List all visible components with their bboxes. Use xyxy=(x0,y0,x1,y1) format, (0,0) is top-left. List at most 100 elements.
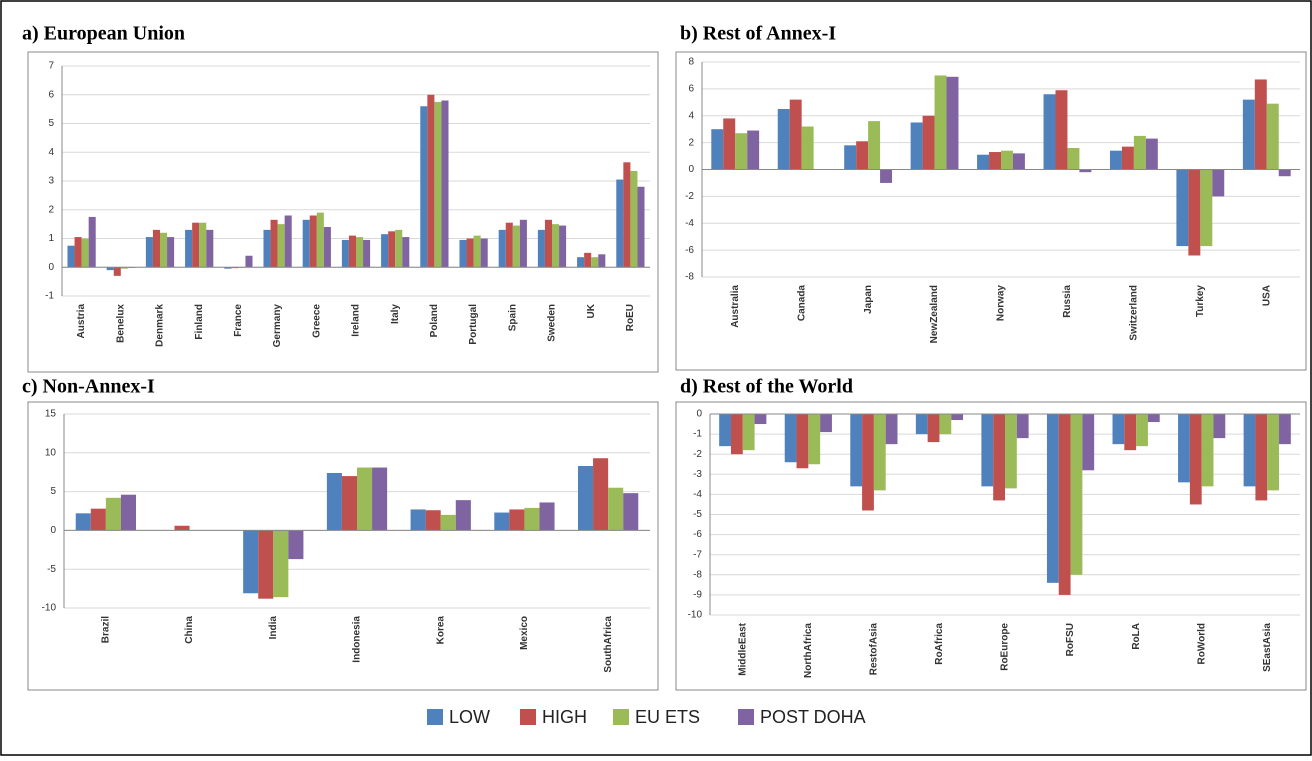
y-tick-label: -10 xyxy=(42,603,57,614)
bar xyxy=(946,76,959,170)
x-tick-label: RoEurope xyxy=(1000,623,1011,671)
bar xyxy=(844,145,857,170)
bar xyxy=(1189,414,1202,505)
bar xyxy=(1145,138,1158,170)
x-tick-label: RoFSU xyxy=(1065,623,1076,656)
bar xyxy=(434,101,442,268)
y-tick-label: 1 xyxy=(48,233,54,244)
bar xyxy=(224,267,232,269)
x-tick-label: MiddleEast xyxy=(737,622,748,675)
bar xyxy=(939,414,952,435)
bar xyxy=(1016,414,1029,439)
bar xyxy=(1279,414,1291,445)
bar xyxy=(519,219,527,268)
y-tick-label: 6 xyxy=(48,89,54,100)
x-tick-label: India xyxy=(268,616,279,640)
bar xyxy=(885,414,898,445)
y-tick-label: 7 xyxy=(48,61,54,72)
legend-swatch xyxy=(520,709,536,725)
x-tick-label: SouthAfrica xyxy=(603,616,614,673)
y-tick-label: 5 xyxy=(50,486,56,497)
bar xyxy=(120,494,136,531)
bar xyxy=(160,232,168,268)
bar xyxy=(120,267,128,269)
y-tick-label: 5 xyxy=(48,118,54,129)
bar xyxy=(1082,414,1095,471)
bar xyxy=(341,239,349,268)
x-tick-label: NorthAfrica xyxy=(803,623,814,678)
bar xyxy=(1212,169,1225,197)
bar xyxy=(1201,414,1214,487)
bar xyxy=(348,235,356,268)
x-tick-label: Portugal xyxy=(468,304,479,345)
bar xyxy=(1176,169,1189,247)
y-tick-label: 0 xyxy=(696,409,702,420)
bar xyxy=(1046,414,1059,583)
x-tick-label: Brazil xyxy=(100,616,111,643)
bar xyxy=(784,414,797,463)
bar xyxy=(801,126,814,170)
bar xyxy=(1178,414,1190,483)
bar xyxy=(616,179,624,268)
x-tick-label: Greece xyxy=(311,304,322,338)
bar xyxy=(552,224,560,268)
x-tick-label: RoLA xyxy=(1131,623,1142,650)
bar xyxy=(1070,414,1083,575)
y-tick-label: 10 xyxy=(45,447,57,458)
bar xyxy=(777,109,790,170)
bar xyxy=(410,509,426,531)
bar xyxy=(473,235,481,268)
bar xyxy=(637,186,645,268)
x-tick-label: SEastAsia xyxy=(1262,623,1273,672)
y-tick-label: 0 xyxy=(48,262,54,273)
bar xyxy=(288,530,304,560)
bar xyxy=(577,257,585,268)
bar xyxy=(302,219,310,268)
y-tick-label: -5 xyxy=(47,564,56,575)
bar xyxy=(850,414,863,487)
y-tick-label: -2 xyxy=(685,191,694,202)
x-tick-label: Australia xyxy=(730,285,741,328)
x-tick-label: Spain xyxy=(507,304,518,331)
bar xyxy=(934,75,947,170)
y-tick-label: 15 xyxy=(45,409,57,420)
bar xyxy=(539,502,555,531)
bar xyxy=(1255,414,1268,501)
bar xyxy=(372,467,388,531)
bar xyxy=(145,237,153,268)
y-tick-label: 8 xyxy=(688,57,694,68)
x-tick-label: China xyxy=(184,616,195,644)
bar xyxy=(927,414,940,443)
bar xyxy=(258,530,274,599)
legend-label: LOW xyxy=(449,707,490,727)
chart-title: a) European Union xyxy=(22,23,185,45)
bar xyxy=(711,129,724,170)
bar xyxy=(402,237,410,268)
bar xyxy=(537,229,545,268)
chart-title: d) Rest of the World xyxy=(680,376,853,398)
x-tick-label: France xyxy=(233,304,244,337)
x-tick-label: Ireland xyxy=(351,304,362,337)
y-tick-label: -10 xyxy=(688,610,703,621)
x-tick-label: NewZealand xyxy=(929,285,940,343)
x-tick-label: USA xyxy=(1261,285,1272,306)
bar xyxy=(199,222,207,268)
bar xyxy=(498,229,506,268)
x-tick-label: RoAfrica xyxy=(934,623,945,665)
bar xyxy=(1254,79,1267,170)
y-tick-label: 0 xyxy=(50,525,56,536)
legend-swatch xyxy=(427,709,443,725)
bar xyxy=(1266,103,1279,170)
bar xyxy=(593,458,609,531)
bar xyxy=(494,512,510,531)
y-tick-label: 6 xyxy=(688,84,694,95)
bar xyxy=(88,216,96,268)
bar xyxy=(993,414,1005,501)
bar xyxy=(808,414,821,465)
chart-frame xyxy=(27,51,659,373)
bar xyxy=(1278,169,1291,177)
bar xyxy=(1124,414,1137,451)
bar xyxy=(1147,414,1160,423)
y-tick-label: 3 xyxy=(48,176,54,187)
x-tick-label: Japan xyxy=(863,285,874,314)
